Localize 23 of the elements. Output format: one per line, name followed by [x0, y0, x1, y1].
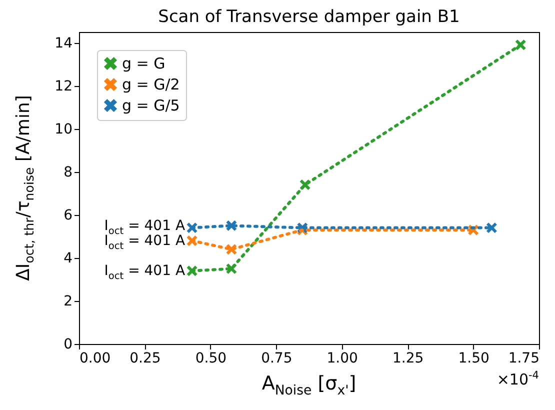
x-tick-label: 0.75	[261, 350, 292, 366]
legend-label: g = G	[122, 54, 166, 72]
y-tick-label: 8	[64, 164, 72, 180]
y-tick-label: 4	[64, 250, 73, 266]
y-tick-label: 0	[64, 336, 72, 352]
legend-label: g = G/2	[122, 76, 180, 94]
x-tick-label: 1.25	[392, 350, 424, 366]
y-tick-label: 2	[64, 293, 72, 310]
y-tick-label: 12	[54, 78, 72, 94]
text: ×10$^{-4}$	[496, 370, 539, 388]
x-tick-label: 1.75	[508, 350, 540, 366]
y-tick-label: 6	[64, 207, 73, 224]
y-tick-label: 14	[54, 35, 73, 52]
x-tick-label: 0.50	[195, 350, 227, 366]
legend-label: g = G/5	[122, 96, 180, 114]
annotation: I$_{oct}$ = 401 A	[104, 262, 186, 282]
x-tick-label: 0.00	[80, 350, 111, 366]
chart-title: Scan of Transverse damper gain B1	[158, 7, 460, 27]
x-tick-label: 0.25	[130, 350, 161, 366]
y-tick-label: 10	[54, 121, 72, 138]
x-axis-title: A$_{Noise}$ [σ$_{x'}$]	[262, 372, 356, 398]
x-tick-label: 1.00	[326, 350, 358, 366]
x-tick-label: 1.50	[458, 350, 490, 366]
